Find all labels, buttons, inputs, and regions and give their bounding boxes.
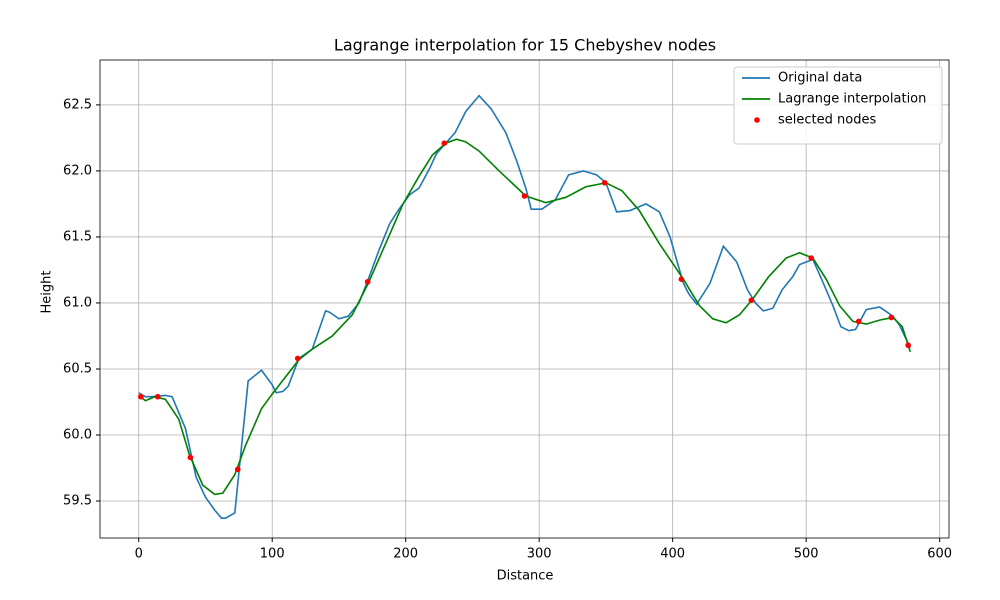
y-tick-label: 60.0 [63,428,92,443]
node-point [678,276,685,282]
x-tick-label: 300 [527,547,552,562]
node-point [138,393,144,400]
node-point [234,466,241,473]
x-axis-label: Distance [497,569,554,584]
legend-label: selected nodes [778,113,876,128]
node-point [888,314,895,321]
legend-label: Original data [778,71,862,86]
y-tick-label: 61.5 [63,229,92,244]
legend-marker [754,117,760,123]
node-point [601,180,608,186]
node-point [808,255,815,261]
node-point [521,193,528,199]
y-tick-label: 60.5 [63,361,92,376]
node-point [294,355,301,362]
node-point [855,318,862,325]
y-tick-label: 61.0 [63,295,92,310]
plot-frame [99,59,950,539]
y-tick-label: 62.5 [63,97,92,112]
node-point [441,140,448,146]
node-point [905,342,911,349]
x-tick-label: 500 [794,547,819,562]
legend-label: Lagrange interpolation [778,92,926,107]
series-line [138,94,912,519]
y-axis-label: Height [40,271,55,314]
series-line [138,138,912,496]
x-tick-label: 100 [260,547,285,562]
x-tick-label: 600 [927,547,952,562]
legend-box [733,66,943,145]
chart-title: Lagrange interpolation for 15 Chebyshev … [334,36,716,55]
x-tick-label: 0 [135,547,143,562]
node-point [748,297,755,304]
node-point [364,279,371,285]
node-point [154,393,161,400]
y-tick-label: 59.5 [63,494,92,509]
x-tick-label: 400 [660,547,685,562]
x-tick-label: 200 [393,547,418,562]
y-tick-label: 62.0 [63,163,92,178]
node-point [187,454,194,461]
